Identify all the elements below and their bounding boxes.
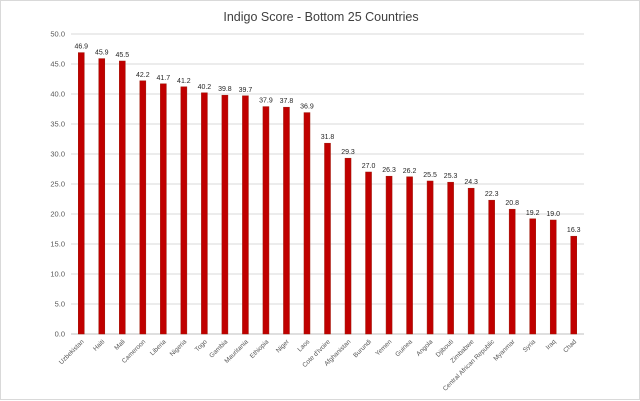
- bar: [365, 171, 372, 335]
- x-tick-label: Liberia: [149, 338, 168, 357]
- bar: [447, 181, 454, 335]
- y-tick-label: 35.0: [50, 120, 65, 129]
- bar: [467, 187, 475, 335]
- data-label: 41.2: [177, 78, 191, 85]
- bar: [78, 52, 85, 335]
- bar: [385, 175, 393, 335]
- data-label: 26.2: [403, 168, 417, 175]
- data-label: 25.3: [444, 173, 458, 180]
- bar: [426, 180, 434, 335]
- bar: [242, 95, 249, 335]
- data-label: 25.5: [423, 172, 437, 179]
- data-label: 46.9: [74, 44, 88, 51]
- bar: [160, 83, 167, 335]
- x-tick-label: Uzbekistan: [58, 338, 86, 366]
- bar: [98, 58, 106, 335]
- bar: [180, 86, 188, 335]
- data-label: 42.2: [136, 72, 150, 79]
- x-tick-label: Mali: [113, 338, 126, 351]
- y-axis-tick-labels: 0.0 5.0 10.0 15.0 20.0 25.0 30.0 35.0 40.0 45.0 50…: [50, 30, 65, 339]
- bar: [201, 92, 208, 335]
- data-label: 40.2: [198, 84, 212, 91]
- bar: [221, 94, 229, 335]
- y-tick-label: 15.0: [50, 240, 65, 249]
- data-label: 26.3: [382, 167, 396, 174]
- y-tick-label: 5.0: [55, 300, 65, 309]
- x-tick-label: Ethiopia: [249, 338, 271, 360]
- data-label: 39.7: [239, 87, 253, 94]
- y-tick-label: 20.0: [50, 210, 65, 219]
- data-label: 27.0: [362, 163, 376, 170]
- data-label: 39.8: [218, 86, 232, 93]
- data-label: 19.2: [526, 210, 540, 217]
- data-labels: 46.9 45.9 45.5 42.2 41.7 41.2 40.2 39.8 39.7 37.9…: [74, 44, 580, 235]
- data-label: 45.5: [115, 52, 129, 59]
- chart-title: Indigo Score - Bottom 25 Countries: [223, 10, 419, 24]
- x-tick-label: Guinea: [394, 338, 414, 358]
- bar: [283, 106, 290, 335]
- bar: [139, 80, 147, 335]
- data-label: 31.8: [321, 134, 335, 141]
- x-tick-label: Niger: [275, 338, 292, 355]
- x-tick-label: Yemen: [374, 338, 393, 357]
- y-tick-label: 10.0: [50, 270, 65, 279]
- data-label: 36.9: [300, 104, 314, 111]
- data-label: 22.3: [485, 191, 499, 198]
- data-label: 29.3: [341, 149, 355, 156]
- x-tick-label: Iraq: [545, 338, 558, 351]
- y-tick-label: 0.0: [55, 330, 65, 339]
- x-tick-label: Togo: [194, 338, 209, 353]
- bar: [324, 142, 331, 335]
- data-label: 24.3: [464, 179, 478, 186]
- data-label: 41.7: [157, 75, 171, 82]
- y-tick-label: 30.0: [50, 150, 65, 159]
- x-tick-label: Nigeria: [169, 338, 189, 358]
- x-tick-label: Myanmar: [492, 338, 517, 363]
- bar: [529, 218, 536, 335]
- data-label: 45.9: [95, 50, 109, 57]
- bar: [508, 208, 516, 335]
- bar: [344, 157, 352, 335]
- bars: [78, 52, 577, 335]
- x-tick-label: Chad: [562, 338, 578, 354]
- bar: [549, 219, 557, 335]
- bar: [570, 235, 577, 335]
- data-label: 37.8: [280, 98, 294, 105]
- bar: [262, 106, 270, 335]
- y-tick-label: 40.0: [50, 90, 65, 99]
- x-tick-label: Angola: [415, 338, 435, 358]
- bar: [303, 112, 311, 335]
- bar: [488, 199, 495, 335]
- bar: [406, 176, 413, 335]
- y-tick-label: 50.0: [50, 30, 65, 39]
- data-label: 19.0: [546, 211, 560, 218]
- data-label: 16.3: [567, 227, 581, 234]
- x-tick-label: Syria: [522, 338, 538, 354]
- x-tick-label: Laos: [296, 338, 311, 353]
- y-tick-label: 45.0: [50, 60, 65, 69]
- x-tick-label: Haiti: [92, 338, 106, 352]
- y-tick-label: 25.0: [50, 180, 65, 189]
- bar: [119, 60, 126, 335]
- x-tick-label: Burundi: [352, 338, 373, 359]
- data-label: 20.8: [505, 200, 519, 207]
- data-label: 37.9: [259, 98, 273, 105]
